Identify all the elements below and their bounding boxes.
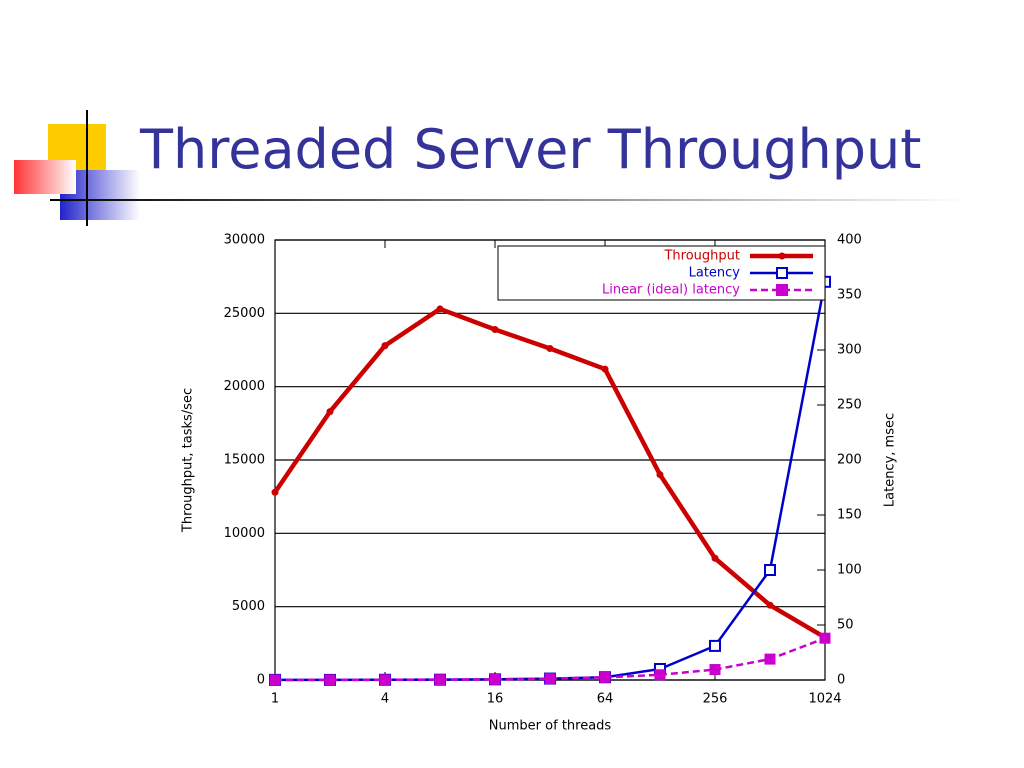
y2-tick-label: 150 [837,508,862,523]
series [271,305,829,641]
x-tick-label: 16 [487,692,504,707]
x-tick-label: 256 [703,692,728,707]
x-tick-label: 1 [271,692,279,707]
data-point [709,664,721,676]
y-tick-label: 20000 [224,379,265,394]
x-tick-label: 4 [381,692,389,707]
y-tick-label: 25000 [224,306,265,321]
data-point [379,674,391,686]
chart: 0 5000 10000 15000 20000 25000 30000 0 50 100 150 2… [181,233,898,734]
decoration [14,110,970,226]
legend-label: Linear (ideal) latency [602,283,740,298]
y2-tick-label: 100 [837,563,862,578]
data-point [766,601,774,609]
y2-tick-label: 400 [837,233,862,248]
data-point [271,488,279,496]
series [269,275,831,686]
y-axis-label: Throughput, tasks/sec [181,388,196,533]
data-point [654,669,666,681]
y-tick-label: 30000 [224,233,265,248]
data-point [269,674,281,686]
legend-label: Latency [689,266,741,281]
data-point [381,342,389,350]
data-point [601,365,609,373]
data-point [709,639,721,652]
data-point [764,564,776,576]
y-tick-label: 10000 [224,526,265,541]
x-tick-label: 1024 [808,692,841,707]
data-point [819,632,831,644]
legend: Throughput Latency Linear (ideal) latency [497,245,826,301]
series-line [273,306,827,640]
slide-title: Threaded Server Throughput [139,118,921,181]
data-point [599,671,611,683]
y2-axis-label: Latency, msec [883,413,898,507]
y2-tick-label: 350 [837,288,862,303]
legend-marker [776,284,788,296]
data-point [436,305,444,313]
data-point [324,674,336,686]
data-point [711,554,719,562]
y-tick-label: 0 [257,673,265,688]
y2-tick-label: 300 [837,343,862,358]
data-point [764,653,776,665]
y-tick-label: 15000 [224,453,265,468]
x-axis-label: Number of threads [489,719,612,734]
legend-marker [776,267,788,279]
y2-tick-label: 250 [837,398,862,413]
data-point [489,673,501,685]
legend-marker [778,252,786,260]
series [269,632,831,686]
y-tick-label: 5000 [232,599,265,614]
data-point [491,325,499,333]
y2-tick-label: 50 [837,618,854,633]
data-point [544,673,556,685]
series-line [275,281,827,682]
data-point [546,345,554,353]
y2-tick-label: 0 [837,673,845,688]
data-point [434,674,446,686]
data-point [656,471,664,479]
y2-tick-label: 200 [837,453,862,468]
x-tick-label: 64 [597,692,614,707]
legend-label: Throughput [663,249,740,264]
data-point [326,408,334,416]
